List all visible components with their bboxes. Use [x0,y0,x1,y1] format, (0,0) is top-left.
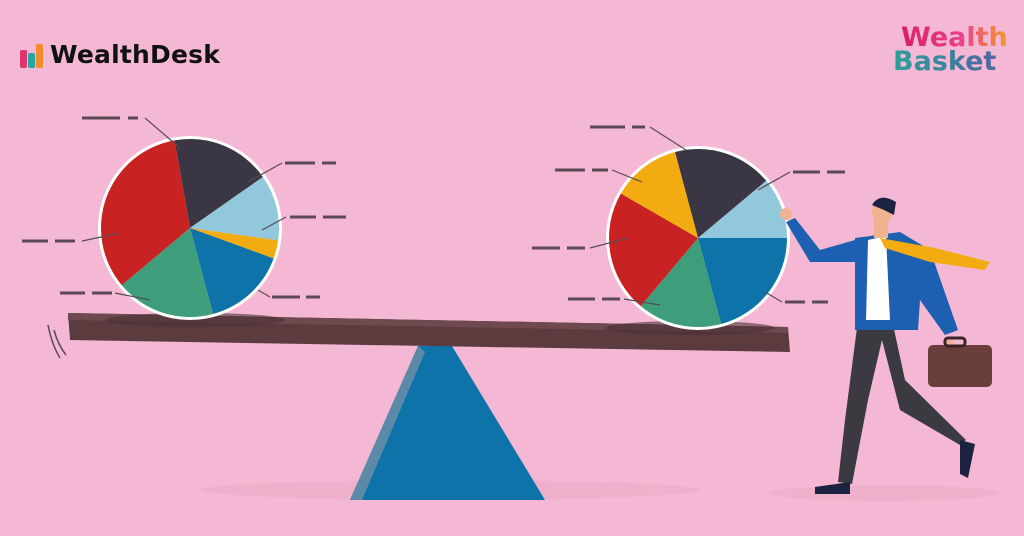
wealthbasket-line1: Wealth [893,24,1008,51]
pie-slice [101,140,190,286]
pie-slice [190,176,279,241]
pie-slice [698,180,787,238]
pie-slice [698,238,787,324]
pie-chart-left [98,136,282,320]
pie-slice [620,152,698,238]
pie-slice [674,148,767,238]
pie-slice [121,228,214,318]
wealthdesk-logo: WealthDesk [20,40,220,69]
pie-slice [640,238,722,327]
fulcrum [350,346,545,500]
motion-lines-icon [47,324,67,359]
pie-slice [609,193,698,307]
briefcase-icon [928,336,992,387]
pie-chart-right [606,146,790,330]
wealthdesk-name: WealthDesk [50,40,221,69]
pie-slice [174,139,263,228]
pie-slice [190,228,279,259]
wealthbasket-logo: Wealth Basket [893,24,1008,75]
ground-shadow [770,485,1000,501]
businessman-figure [780,197,992,494]
pie-slice [190,228,274,314]
bar-chart-logo-icon [20,42,43,68]
wealthbasket-line2: Basket [893,48,1008,75]
placeholder-labels [22,116,845,306]
